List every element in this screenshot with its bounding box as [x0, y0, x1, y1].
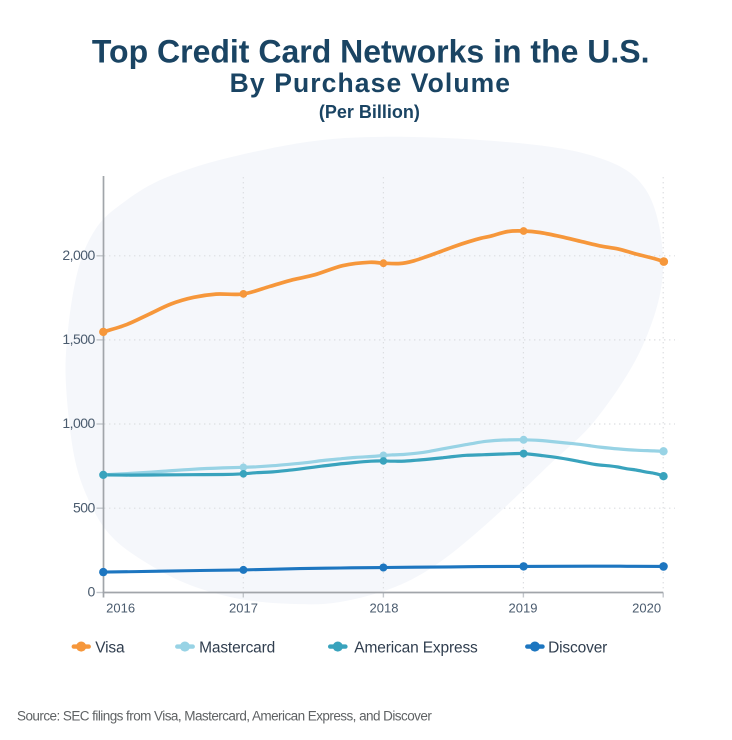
svg-text:2,000: 2,000: [62, 247, 95, 263]
svg-text:American Express: American Express: [354, 640, 478, 657]
svg-text:Source: SEC filings from Visa,: Source: SEC filings from Visa, Mastercar…: [17, 709, 432, 724]
svg-text:1,500: 1,500: [62, 331, 95, 347]
svg-text:2020: 2020: [632, 601, 661, 616]
svg-text:2018: 2018: [370, 601, 399, 616]
svg-text:(Per Billion): (Per Billion): [319, 102, 420, 122]
svg-text:By Purchase Volume: By Purchase Volume: [230, 68, 511, 98]
svg-text:500: 500: [73, 499, 95, 515]
svg-text:Discover: Discover: [548, 640, 607, 657]
svg-text:0: 0: [87, 584, 95, 600]
svg-text:2016: 2016: [106, 601, 135, 616]
svg-text:Mastercard: Mastercard: [199, 640, 275, 657]
svg-text:1,000: 1,000: [62, 415, 95, 431]
svg-text:Top Credit Card Networks in th: Top Credit Card Networks in the U.S.: [92, 33, 650, 69]
svg-text:Visa: Visa: [95, 640, 125, 657]
svg-text:2019: 2019: [509, 601, 538, 616]
svg-text:2017: 2017: [229, 601, 258, 616]
